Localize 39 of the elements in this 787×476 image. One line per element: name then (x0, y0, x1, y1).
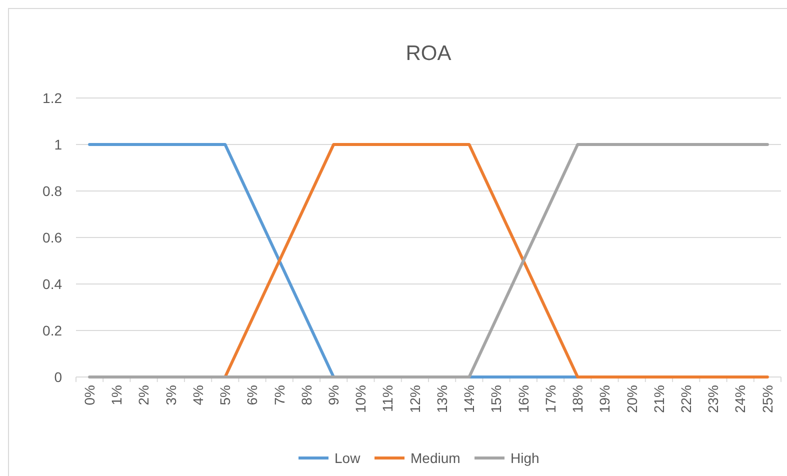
x-tick-label: 24% (732, 385, 748, 414)
x-tick-label: 9% (325, 385, 342, 406)
x-tick-label: 3% (162, 385, 179, 406)
x-tick-label: 16% (515, 385, 532, 414)
y-tick-label: 0 (54, 368, 62, 385)
x-tick-label: 0% (81, 385, 98, 406)
x-tick-label: 23% (705, 385, 722, 414)
x-tick-label: 25% (759, 385, 776, 414)
x-tick-label: 10% (352, 385, 369, 414)
x-tick-label: 12% (406, 385, 423, 414)
y-tick-label: 1.2 (42, 90, 62, 106)
legend-label: Medium (410, 450, 460, 466)
x-tick-label: 18% (570, 385, 586, 414)
y-tick-label: 0.2 (42, 322, 62, 338)
x-tick-label: 5% (217, 385, 234, 406)
x-tick-label: 15% (488, 385, 504, 414)
x-tick-label: 20% (624, 385, 640, 414)
x-tick-label: 14% (461, 385, 478, 414)
x-tick-label: 1% (108, 385, 125, 406)
x-tick-label: 21% (650, 385, 667, 414)
x-tick-label: 7% (271, 385, 288, 406)
y-tick-label: 0.4 (42, 276, 62, 292)
x-tick-label: 8% (298, 385, 314, 406)
x-tick-label: 22% (678, 385, 694, 414)
line-series (224, 143, 769, 378)
x-tick-label: 19% (596, 385, 613, 414)
x-tick-label: 4% (190, 385, 206, 406)
legend-label: Low (334, 450, 362, 466)
y-tick-label: 0.6 (42, 229, 62, 246)
y-tick-label: 0.8 (42, 182, 62, 199)
x-tick-label: 13% (434, 385, 450, 414)
line-series (88, 143, 769, 378)
x-tick-label: 17% (542, 385, 558, 414)
x-tick-label: 6% (244, 385, 260, 406)
x-tick-label: 2% (136, 385, 152, 406)
legend-label: High (510, 450, 540, 466)
x-tick-label: 11% (380, 385, 396, 412)
chart-title: ROA (406, 42, 452, 65)
y-tick-label: 1 (54, 136, 62, 152)
